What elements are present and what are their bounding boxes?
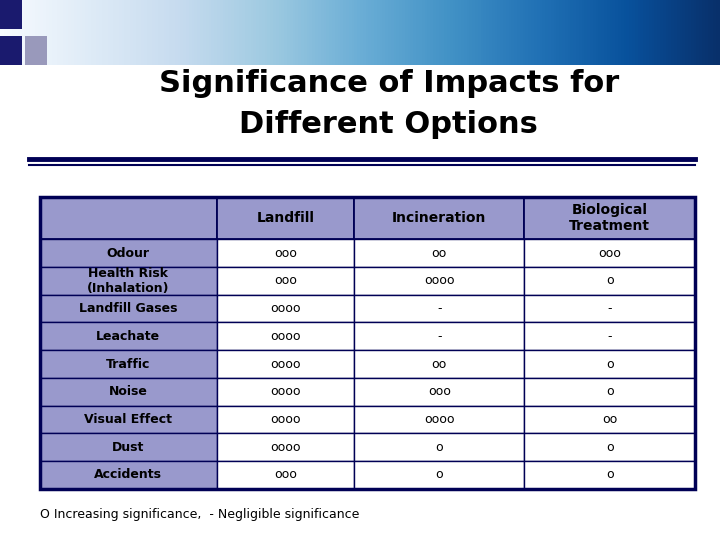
Text: oo: oo: [602, 413, 617, 426]
Bar: [0, 0, 22, 29]
Text: Landfill Gases: Landfill Gases: [78, 302, 177, 315]
Text: -: -: [437, 330, 441, 343]
Text: oooo: oooo: [270, 357, 300, 370]
Text: -: -: [608, 330, 612, 343]
Text: ooo: ooo: [274, 468, 297, 481]
Text: o: o: [606, 385, 613, 398]
Text: oo: oo: [432, 247, 447, 260]
Text: Accidents: Accidents: [94, 468, 162, 481]
Text: Incineration: Incineration: [392, 211, 487, 225]
Text: o: o: [606, 441, 613, 454]
Text: oo: oo: [432, 357, 447, 370]
Text: Odour: Odour: [107, 247, 150, 260]
Text: oooo: oooo: [270, 302, 300, 315]
Text: o: o: [436, 441, 443, 454]
Text: oooo: oooo: [270, 330, 300, 343]
Text: Landfill: Landfill: [256, 211, 315, 225]
Text: o: o: [606, 357, 613, 370]
Text: oooo: oooo: [424, 413, 454, 426]
Text: Visual Effect: Visual Effect: [84, 413, 172, 426]
Text: ooo: ooo: [274, 274, 297, 287]
Text: o: o: [436, 468, 443, 481]
Text: oooo: oooo: [270, 413, 300, 426]
Text: Noise: Noise: [109, 385, 148, 398]
Text: Dust: Dust: [112, 441, 144, 454]
Text: Health Risk
(Inhalation): Health Risk (Inhalation): [87, 267, 169, 295]
Bar: [25, 36, 47, 65]
Text: ooo: ooo: [428, 385, 451, 398]
Text: oooo: oooo: [270, 385, 300, 398]
Text: Different Options: Different Options: [239, 110, 539, 139]
Text: o: o: [606, 274, 613, 287]
Text: oooo: oooo: [270, 441, 300, 454]
Text: Significance of Impacts for: Significance of Impacts for: [158, 69, 619, 98]
Text: ooo: ooo: [274, 247, 297, 260]
Text: O Increasing significance,  - Negligible significance: O Increasing significance, - Negligible …: [40, 508, 359, 521]
Text: oooo: oooo: [424, 274, 454, 287]
Text: -: -: [608, 302, 612, 315]
Text: Biological
Treatment: Biological Treatment: [569, 203, 650, 233]
Bar: [0, 36, 22, 65]
Text: -: -: [437, 302, 441, 315]
Text: Traffic: Traffic: [106, 357, 150, 370]
Text: Leachate: Leachate: [96, 330, 160, 343]
Text: ooo: ooo: [598, 247, 621, 260]
Text: o: o: [606, 468, 613, 481]
